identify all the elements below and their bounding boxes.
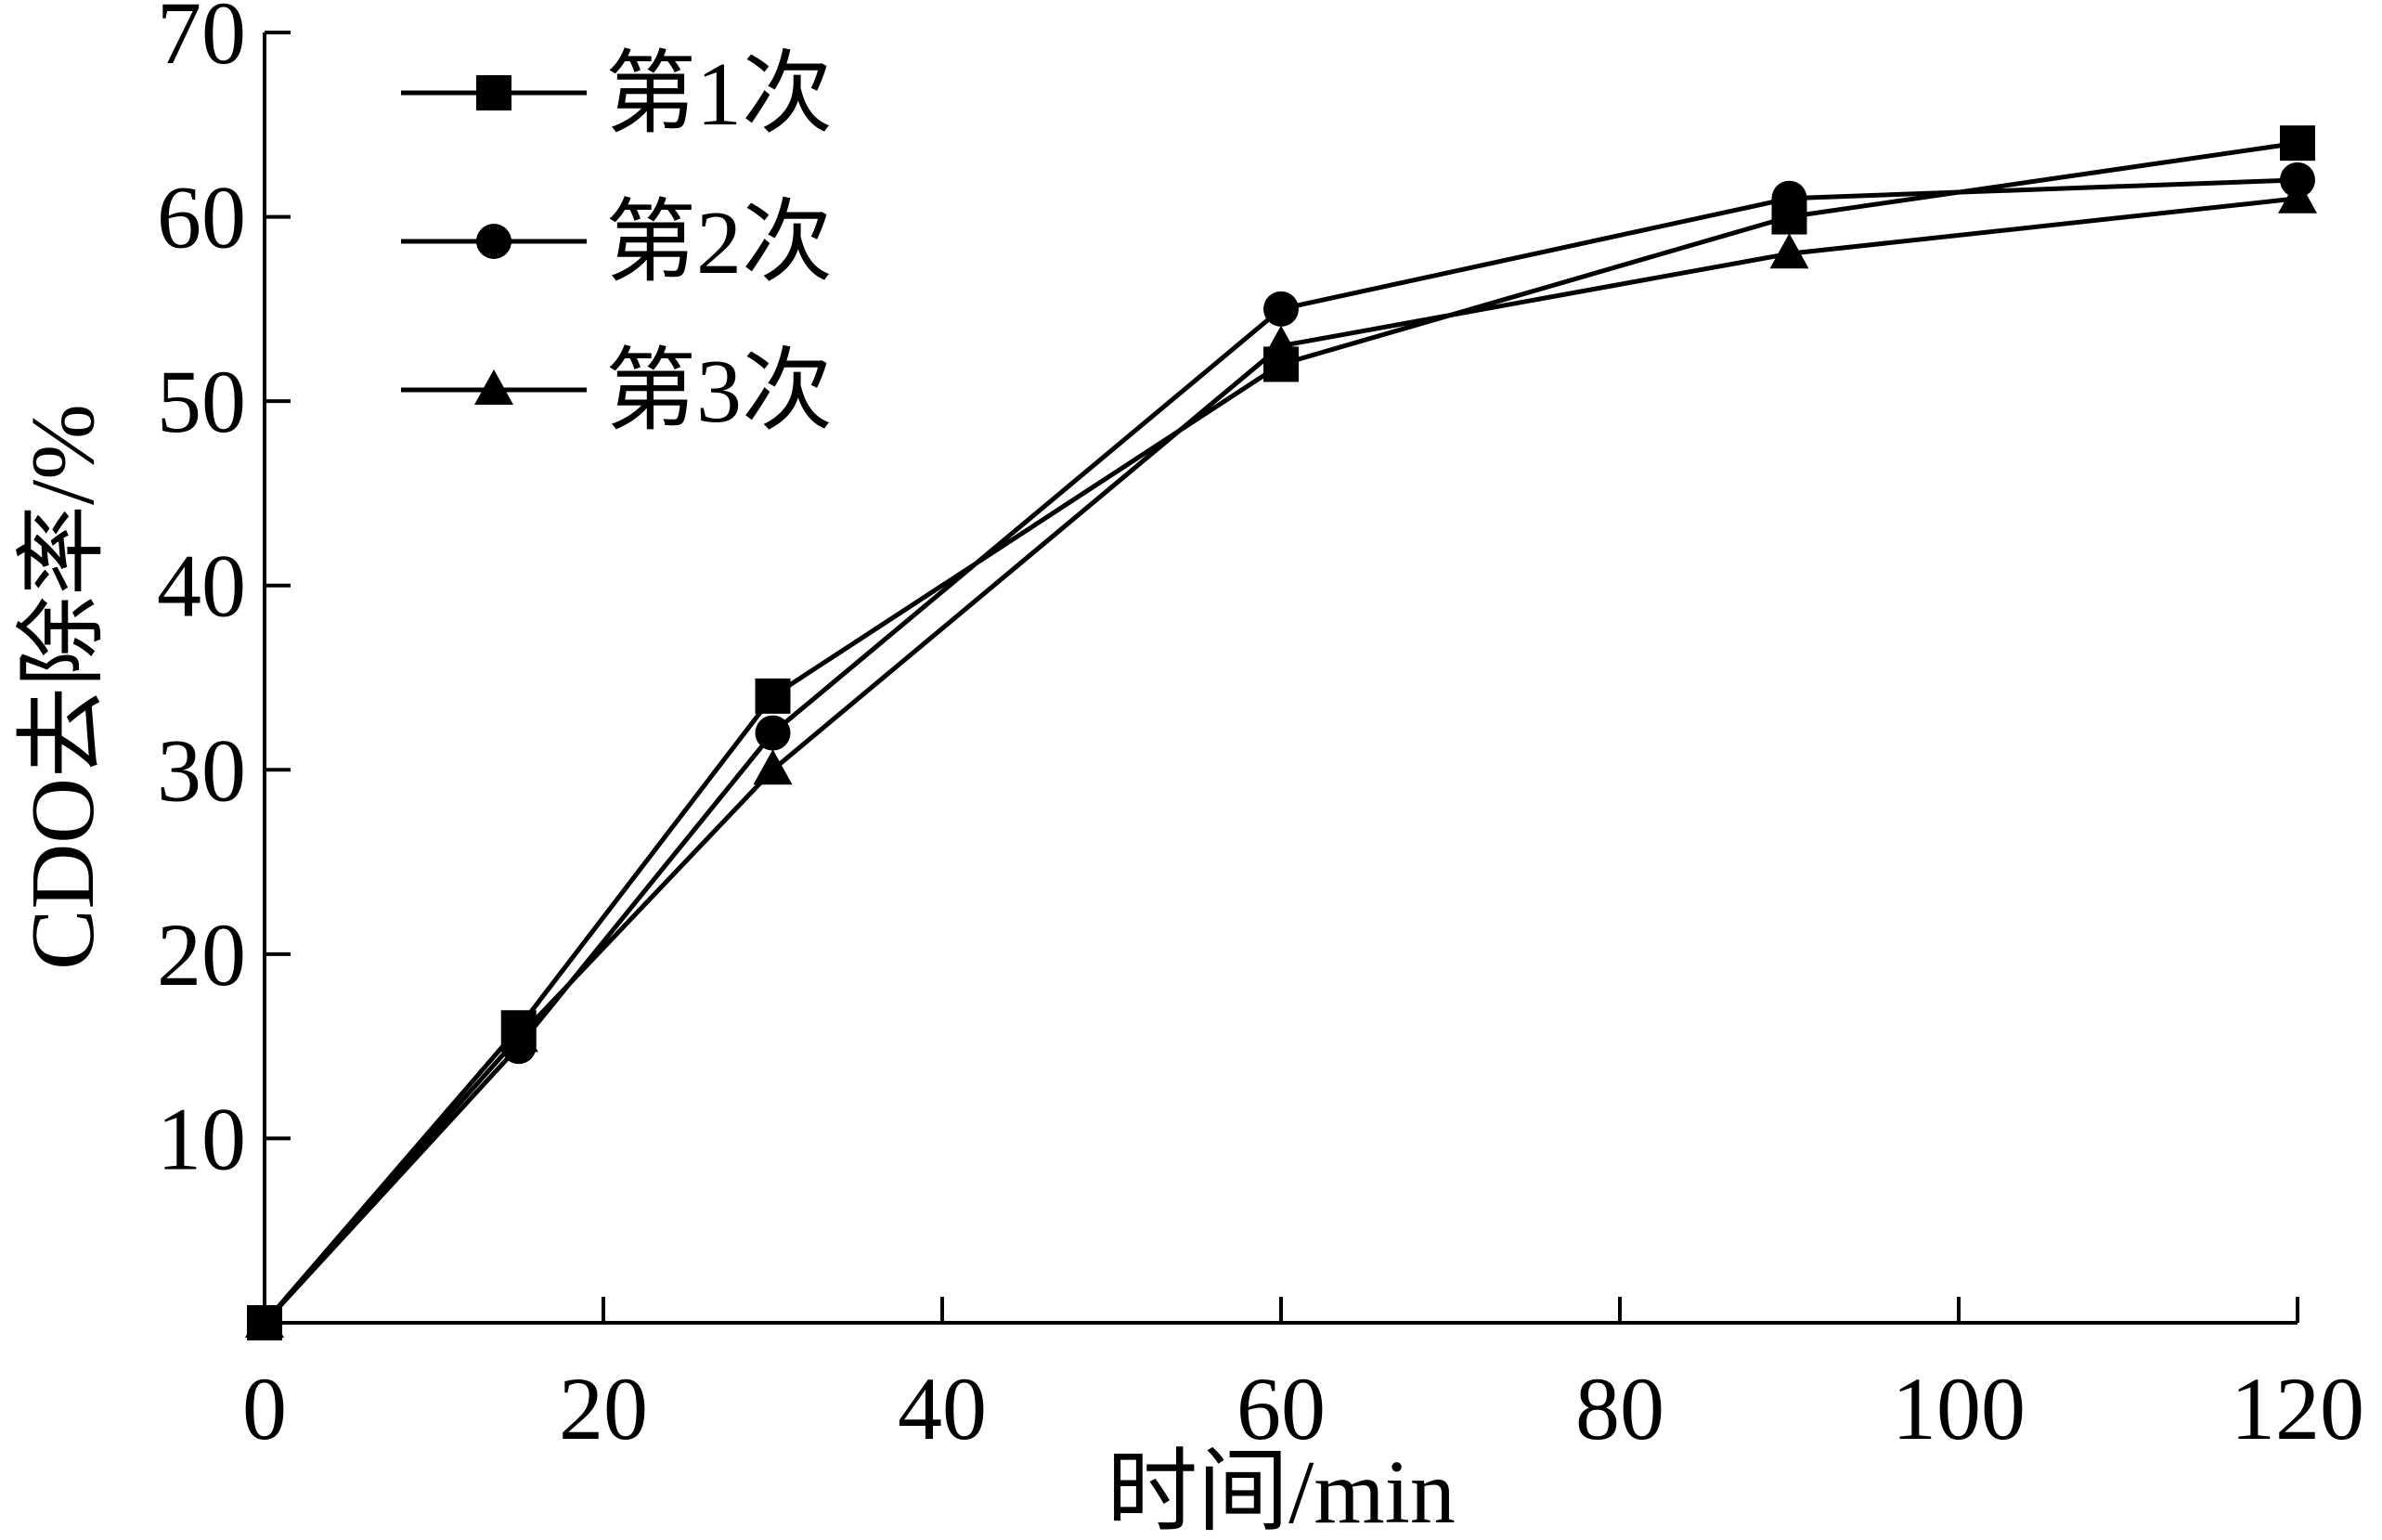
axes: 0 20 40 60 80 100 120 10 20 30 40 50 60 70 — [157, 0, 2364, 1458]
series-1-point — [2280, 125, 2315, 162]
series-3-line — [263, 196, 2298, 1325]
legend-1-label: 第1次 — [605, 45, 833, 145]
legend-2-marker — [476, 224, 511, 259]
y-tick-label: 10 — [157, 1089, 246, 1188]
y-tick-label: 70 — [157, 0, 246, 83]
x-tick-label: 0 — [242, 1359, 287, 1458]
x-tick-label: 80 — [1575, 1359, 1664, 1458]
series-3-point — [753, 749, 793, 785]
y-tick-label: 50 — [157, 352, 246, 451]
series-2-point — [1771, 180, 1807, 216]
legend-3-marker — [474, 369, 513, 405]
x-tick-label: 120 — [2231, 1359, 2364, 1458]
legend-2-label: 第2次 — [605, 193, 833, 293]
series-3-point — [1769, 233, 1809, 269]
y-tick-label: 30 — [157, 720, 246, 820]
series-3-point — [1262, 325, 1301, 361]
plot-area — [245, 125, 2317, 1340]
series-3-point — [498, 1016, 538, 1053]
y-tick-label: 20 — [157, 905, 246, 1004]
series-3-point — [2278, 177, 2317, 214]
series-1-line — [263, 140, 2298, 1325]
y-axis-title: CDO去除率/% — [13, 404, 113, 970]
series-1-point — [755, 678, 791, 714]
x-tick-label: 40 — [898, 1359, 987, 1458]
x-tick-label: 100 — [1892, 1359, 2026, 1458]
x-axis-title: 时间/min — [1107, 1443, 1456, 1540]
series-2-point — [755, 715, 791, 751]
x-tick-label: 20 — [559, 1359, 648, 1458]
legend-1-marker — [476, 75, 511, 110]
x-tick-label: 60 — [1236, 1359, 1326, 1458]
series-2-line — [263, 177, 2298, 1325]
y-tick-label: 40 — [157, 537, 246, 636]
series-2-point — [1263, 291, 1299, 327]
y-tick-label: 60 — [157, 168, 246, 267]
legend-3-label: 第3次 — [605, 342, 833, 442]
